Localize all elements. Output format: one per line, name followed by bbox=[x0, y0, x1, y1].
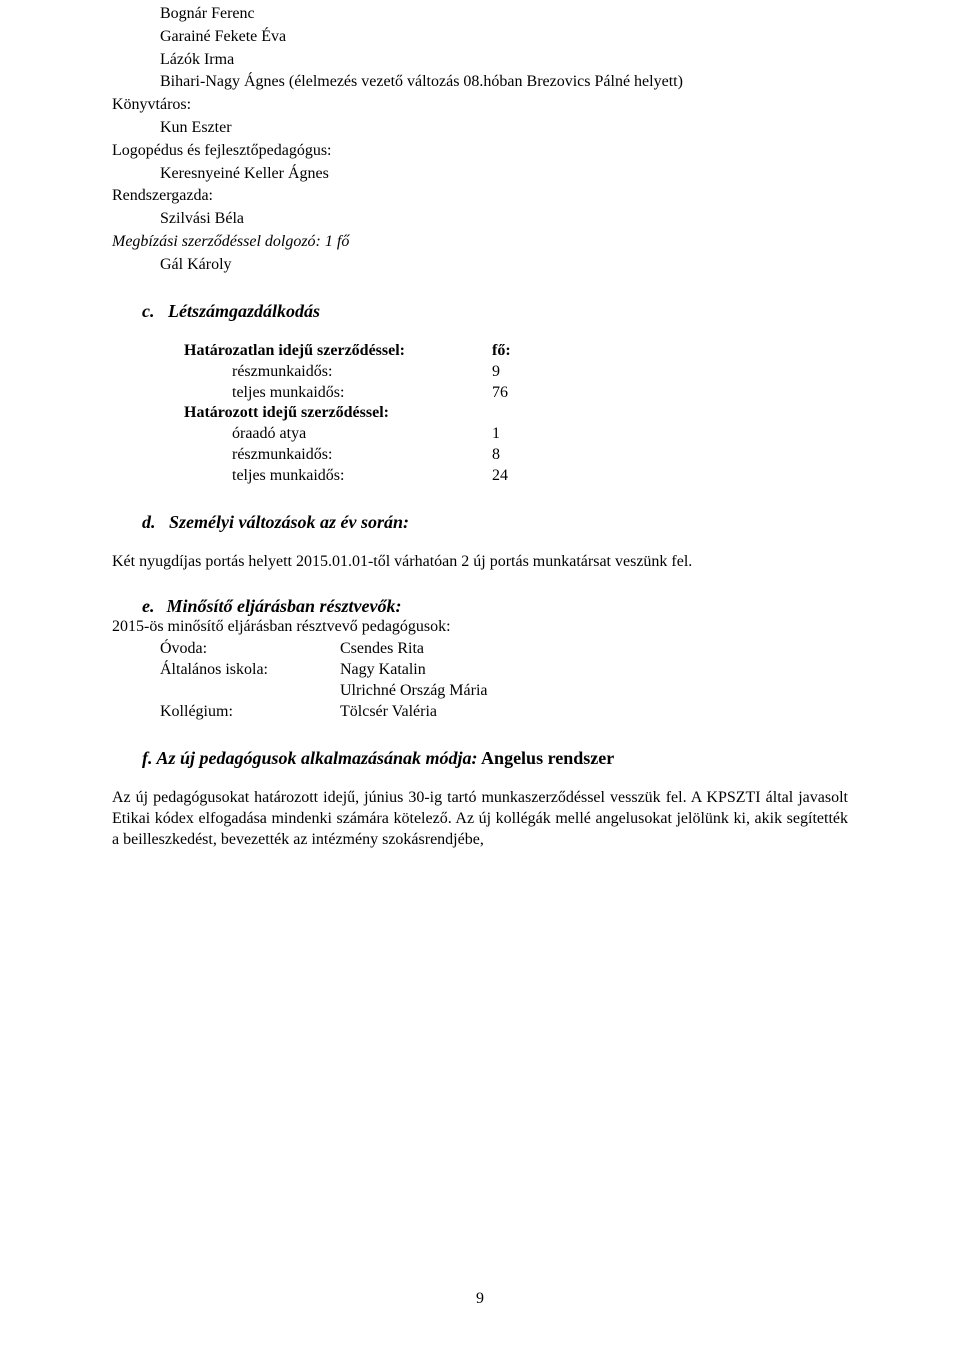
logopedus-label: Logopédus és fejlesztőpedagógus: bbox=[112, 141, 848, 162]
konyvtaros-label: Könyvtáros: bbox=[112, 95, 848, 116]
section-f-letter: f. bbox=[142, 748, 153, 768]
section-e-row-ovoda: Óvoda: Csendes Rita bbox=[160, 639, 848, 660]
section-e-letter: e. bbox=[142, 596, 155, 616]
section-d-heading: d. Személyi változások az év során: bbox=[142, 511, 848, 534]
section-e-row-kollegium: Kollégium: Tölcsér Valéria bbox=[160, 702, 848, 723]
name-lazok: Lázók Irma bbox=[160, 50, 848, 71]
table-row: teljes munkaidős: 24 bbox=[184, 466, 848, 487]
row-value: 1 bbox=[492, 424, 552, 445]
table-header-2: Határozott idejű szerződéssel: bbox=[184, 403, 848, 424]
name-garaine: Garainé Fekete Éva bbox=[160, 27, 848, 48]
section-d-letter: d. bbox=[142, 512, 156, 532]
iskola-label-blank bbox=[160, 681, 340, 702]
header1-label: Határozatlan idejű szerződéssel: bbox=[184, 341, 492, 362]
row-label: teljes munkaidős: bbox=[232, 466, 492, 487]
row-label: óraadó atya bbox=[232, 424, 492, 445]
section-e-row-iskola: Általános iskola: Nagy Katalin bbox=[160, 660, 848, 681]
name-bognar: Bognár Ferenc bbox=[160, 4, 848, 25]
konyvtaros-name: Kun Eszter bbox=[160, 118, 848, 139]
iskola-value-2: Ulrichné Ország Mária bbox=[340, 681, 488, 702]
section-e-intro: 2015-ös minősítő eljárásban résztvevő pe… bbox=[112, 617, 848, 638]
row-value: 24 bbox=[492, 466, 552, 487]
section-c-title: Létszámgazdálkodás bbox=[168, 301, 320, 321]
section-c-heading: c. Létszámgazdálkodás bbox=[142, 300, 848, 323]
page-number: 9 bbox=[0, 1289, 960, 1310]
section-f-heading: f. Az új pedagógusok alkalmazásának módj… bbox=[142, 747, 848, 771]
logopedus-name: Keresnyeiné Keller Ágnes bbox=[160, 164, 848, 185]
ovoda-value: Csendes Rita bbox=[340, 639, 424, 660]
header1-value: fő: bbox=[492, 341, 511, 362]
header2-label: Határozott idejű szerződéssel: bbox=[184, 403, 492, 424]
ovoda-label: Óvoda: bbox=[160, 639, 340, 660]
table-row: óraadó atya 1 bbox=[184, 424, 848, 445]
section-f-title-plain: Angelus rendszer bbox=[478, 748, 615, 768]
name-bihari: Bihari-Nagy Ágnes (élelmezés vezető vált… bbox=[160, 72, 848, 93]
kollegium-value: Tölcsér Valéria bbox=[340, 702, 437, 723]
section-d-body: Két nyugdíjas portás helyett 2015.01.01-… bbox=[112, 552, 848, 573]
rendszergazda-label: Rendszergazda: bbox=[112, 186, 848, 207]
table-row: teljes munkaidős: 76 bbox=[184, 383, 848, 404]
table-header-1: Határozatlan idejű szerződéssel: fő: bbox=[184, 341, 848, 362]
megbizasi-name: Gál Károly bbox=[160, 255, 848, 276]
row-value: 9 bbox=[492, 362, 552, 383]
section-d-title: Személyi változások az év során: bbox=[169, 512, 409, 532]
row-value: 76 bbox=[492, 383, 552, 404]
section-c-table: Határozatlan idejű szerződéssel: fő: rés… bbox=[184, 341, 848, 487]
section-e-row-iskola2: Ulrichné Ország Mária bbox=[160, 681, 848, 702]
section-e-heading-line: e. Minősítő eljárásban résztvevők: bbox=[142, 595, 848, 619]
table-row: részmunkaidős: 8 bbox=[184, 445, 848, 466]
section-e-title: Minősítő eljárásban résztvevők: bbox=[167, 596, 402, 616]
section-f-body: Az új pedagógusokat határozott idejű, jú… bbox=[112, 788, 848, 850]
row-value: 8 bbox=[492, 445, 552, 466]
megbizasi-label: Megbízási szerződéssel dolgozó: 1 fő bbox=[112, 232, 848, 253]
row-label: teljes munkaidős: bbox=[232, 383, 492, 404]
section-c-letter: c. bbox=[142, 301, 155, 321]
row-label: részmunkaidős: bbox=[232, 445, 492, 466]
section-f-title-italic: Az új pedagógusok alkalmazásának módja: bbox=[157, 748, 478, 768]
iskola-value-1: Nagy Katalin bbox=[340, 660, 426, 681]
row-label: részmunkaidős: bbox=[232, 362, 492, 383]
table-row: részmunkaidős: 9 bbox=[184, 362, 848, 383]
rendszergazda-name: Szilvási Béla bbox=[160, 209, 848, 230]
iskola-label: Általános iskola: bbox=[160, 660, 340, 681]
kollegium-label: Kollégium: bbox=[160, 702, 340, 723]
